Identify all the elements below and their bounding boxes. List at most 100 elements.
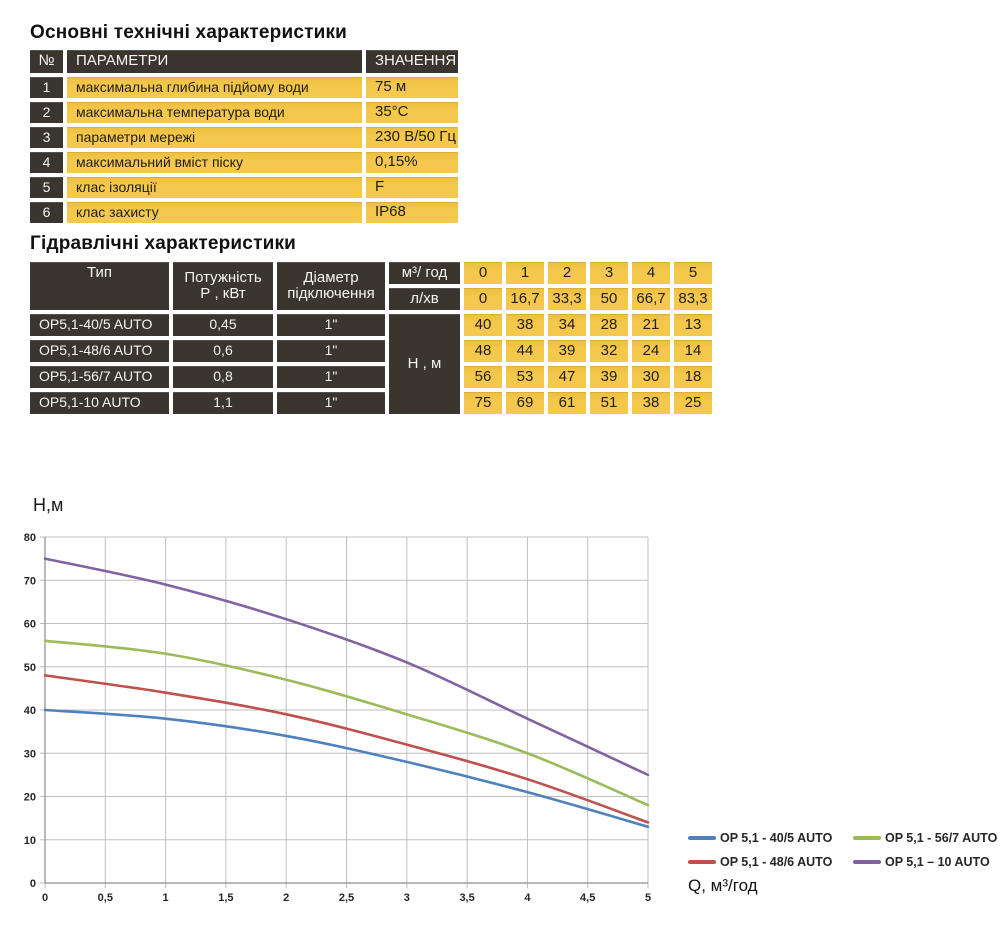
t2-head-cell: 21	[632, 314, 670, 336]
t2-header-power: Потужність Р , кВт	[173, 262, 273, 310]
t1-row-value: F	[366, 177, 458, 198]
y-tick-label: 80	[24, 532, 36, 544]
t1-row-num: 5	[30, 177, 63, 198]
legend-item: OP 5,1 – 10 AUTO	[853, 850, 997, 874]
t2-flow-lmin-cell: 66,7	[632, 288, 670, 310]
legend-label: OP 5,1 - 40/5 AUTO	[720, 831, 833, 845]
t1-row-num: 4	[30, 152, 63, 173]
t2-head-cell: 25	[674, 392, 712, 414]
x-tick-label: 4,5	[580, 892, 595, 904]
t1-row-param: клас ізоляції	[67, 177, 362, 198]
t1-row-value: 230 В/50 Гц	[366, 127, 458, 148]
y-tick-label: 0	[30, 878, 36, 890]
chart-legend: OP 5,1 - 40/5 AUTO OP 5,1 - 48/6 AUTO OP…	[688, 826, 997, 874]
x-tick-label: 1,5	[218, 892, 233, 904]
t2-header-power-line2: Р , кВт	[200, 285, 246, 302]
t2-header-m3h: м³/ год	[389, 262, 460, 284]
t2-pump-type: OP5,1-40/5 AUTO	[30, 314, 169, 336]
t2-head-cell: 48	[464, 340, 502, 362]
t2-head-cell: 38	[632, 392, 670, 414]
t2-head-cell: 30	[632, 366, 670, 388]
pump-curves-chart: Н,м 0 0,5 1 1,5 2 2,5 3 3,5 4 4,5 5 0 10 20 30 40 50 60 70…	[0, 490, 1000, 936]
series-line	[43, 557, 650, 777]
section1-title: Основні технічні характеристики	[30, 22, 348, 43]
t1-row-num: 1	[30, 77, 63, 98]
t1-row-value: IP68	[366, 202, 458, 223]
t1-header-value: ЗНАЧЕННЯ	[366, 50, 458, 73]
y-tick-label: 10	[24, 835, 36, 847]
t2-header-type: Тип	[30, 262, 169, 310]
legend-line-swatch	[688, 836, 716, 840]
t2-pump-diameter: 1"	[277, 314, 385, 336]
t2-head-cell: 69	[506, 392, 544, 414]
hydraulic-characteristics-table: Тип Потужність Р , кВт Діаметр підключен…	[30, 262, 712, 414]
t1-row-value: 0,15%	[366, 152, 458, 173]
chart-x-axis-label: Q, м³/год	[688, 876, 758, 895]
x-tick-label: 3	[404, 892, 410, 904]
t1-row-param: клас захисту	[67, 202, 362, 223]
x-tick-label: 0	[42, 892, 48, 904]
x-tick-label: 2,5	[339, 892, 354, 904]
y-tick-label: 70	[24, 575, 36, 587]
t1-row-num: 2	[30, 102, 63, 123]
t2-header-diameter-line2: підключення	[287, 285, 375, 302]
t2-head-cell: 32	[590, 340, 628, 362]
t2-head-cell: 38	[506, 314, 544, 336]
t2-head-cell: 40	[464, 314, 502, 336]
series-line	[43, 674, 650, 824]
t2-pump-power: 0,8	[173, 366, 273, 388]
y-tick-label: 30	[24, 748, 36, 760]
t2-pump-power: 0,6	[173, 340, 273, 362]
x-tick-label: 2	[283, 892, 289, 904]
t2-flow-lmin-cell: 16,7	[506, 288, 544, 310]
x-tick-label: 0,5	[98, 892, 113, 904]
t2-flow-m3-cell: 0	[464, 262, 502, 284]
t2-pump-type: OP5,1-56/7 AUTO	[30, 366, 169, 388]
t2-head-cell: 14	[674, 340, 712, 362]
t2-pump-power: 0,45	[173, 314, 273, 336]
t2-flow-m3-cell: 2	[548, 262, 586, 284]
t2-header-lmin: л/хв	[389, 288, 460, 310]
t2-head-cell: 44	[506, 340, 544, 362]
t2-header-diameter-line1: Діаметр	[303, 268, 359, 286]
legend-item: OP 5,1 - 56/7 AUTO	[853, 826, 997, 850]
t2-flow-m3-cell: 3	[590, 262, 628, 284]
t2-head-cell: 24	[632, 340, 670, 362]
t1-row-param: максимальна температура води	[67, 102, 362, 123]
t1-row-value: 75 м	[366, 77, 458, 98]
t1-row-param: параметри мережі	[67, 127, 362, 148]
legend-item: OP 5,1 - 48/6 AUTO	[688, 850, 853, 874]
t2-flow-lmin-cell: 50	[590, 288, 628, 310]
x-tick-label: 3,5	[459, 892, 474, 904]
y-tick-label: 60	[24, 619, 36, 631]
t2-header-power-line1: Потужність	[184, 268, 262, 286]
legend-line-swatch	[853, 836, 881, 840]
legend-line-swatch	[853, 860, 881, 864]
t2-pump-power: 1,1	[173, 392, 273, 414]
t2-flow-m3-cell: 1	[506, 262, 544, 284]
t2-pump-diameter: 1"	[277, 366, 385, 388]
x-tick-label: 4	[524, 892, 531, 904]
t2-header-diameter: Діаметр підключення	[277, 262, 385, 310]
t2-head-cell: 28	[590, 314, 628, 336]
t2-pump-type: OP5,1-10 AUTO	[30, 392, 169, 414]
t2-flow-lmin-cell: 0	[464, 288, 502, 310]
t2-head-cell: 39	[590, 366, 628, 388]
t1-row-param: максимальний вміст піску	[67, 152, 362, 173]
legend-label: OP 5,1 - 56/7 AUTO	[885, 831, 998, 845]
y-tick-label: 40	[24, 705, 36, 717]
t2-flow-lmin-cell: 33,3	[548, 288, 586, 310]
series-line	[43, 639, 650, 807]
t1-row-num: 3	[30, 127, 63, 148]
legend-item: OP 5,1 - 40/5 AUTO	[688, 826, 853, 850]
t1-header-param: ПАРАМЕТРИ	[67, 50, 362, 73]
chart-y-axis-label: Н,м	[33, 495, 64, 515]
t2-head-cell: 51	[590, 392, 628, 414]
t2-pump-diameter: 1"	[277, 340, 385, 362]
t2-head-cell: 18	[674, 366, 712, 388]
y-tick-label: 20	[24, 792, 36, 804]
t2-pump-diameter: 1"	[277, 392, 385, 414]
t2-head-cell: 75	[464, 392, 502, 414]
legend-label: OP 5,1 - 48/6 AUTO	[720, 855, 833, 869]
